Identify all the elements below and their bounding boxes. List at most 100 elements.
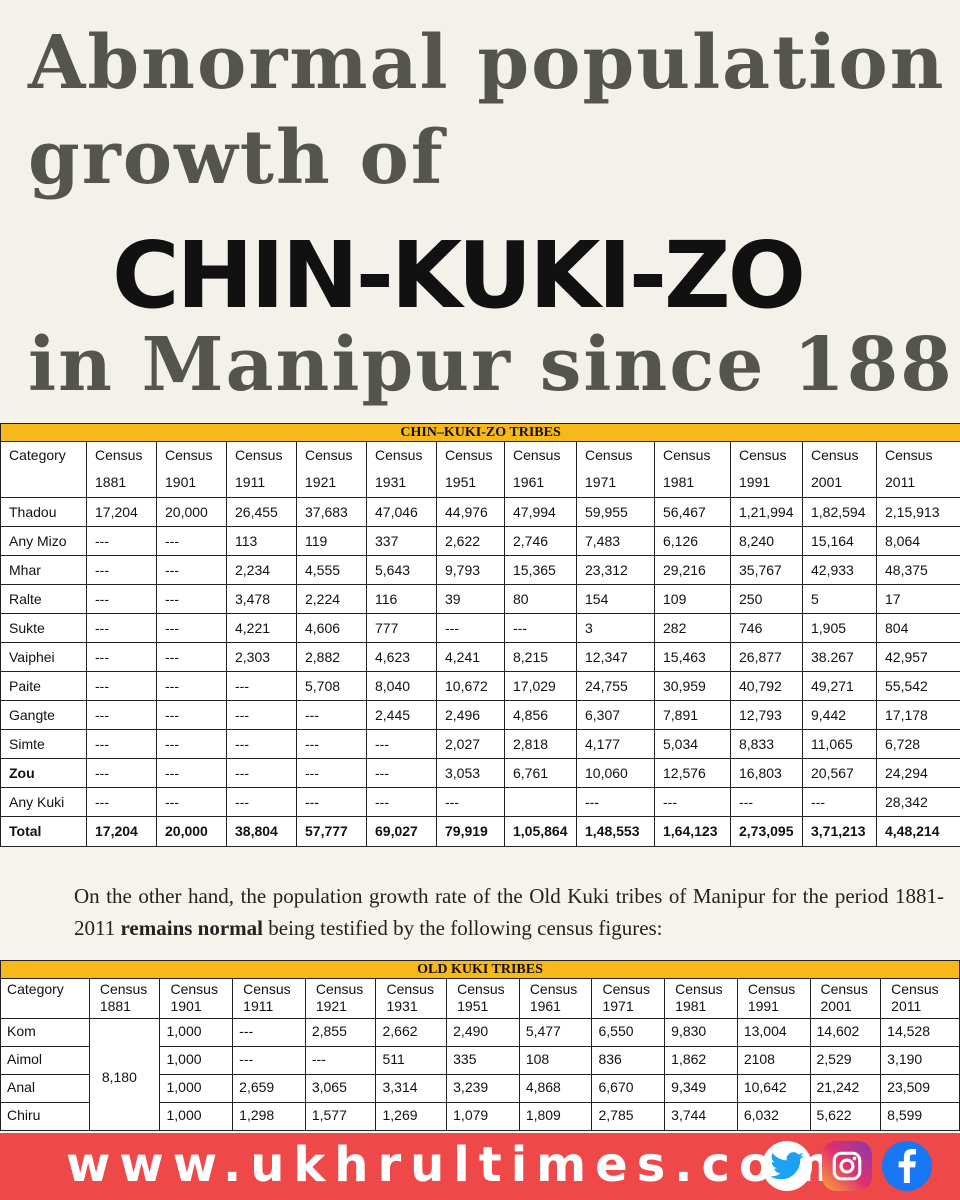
facebook-icon[interactable] [882, 1141, 932, 1191]
column-header: Census 1901 [159, 978, 234, 1019]
paragraph-text-1: On the other hand, the population growth… [74, 884, 944, 940]
row-label: Any Mizo [0, 526, 87, 556]
column-header: Category [0, 978, 90, 1019]
table-cell: --- [730, 787, 803, 817]
column-header: Census 1951 [446, 978, 520, 1019]
column-header: Census 2001 [802, 441, 877, 498]
table-cell: 26,455 [226, 497, 297, 527]
table-cell: 777 [366, 613, 437, 643]
chin-kuki-zo-table: CHIN–KUKI-ZO TRIBES Category Census 1881 Cen… [0, 423, 960, 847]
table-cell: 37,683 [296, 497, 367, 527]
column-header: Census 1971 [576, 441, 655, 498]
table-row: Thadou 17,204 20,000 26,455 37,683 47,046 44,9… [0, 497, 960, 527]
table-cell: 10,642 [736, 1074, 811, 1103]
table-cell: 3,71,213 [802, 816, 877, 847]
table-cell: --- [226, 787, 297, 817]
table-cell: 8,240 [730, 526, 803, 556]
table-cell: 42,933 [802, 555, 877, 585]
table-cell: 1,000 [159, 1102, 234, 1131]
table-cell: 5,477 [518, 1018, 593, 1047]
table-cell: 15,365 [504, 555, 577, 585]
table-cell: 119 [296, 526, 367, 556]
table-cell: 10,060 [576, 758, 655, 788]
table-cell: 2,855 [304, 1018, 377, 1047]
table-cell: 109 [654, 584, 731, 614]
table-cell: 30,959 [654, 671, 731, 701]
table-cell: 35,767 [730, 555, 803, 585]
headline-line-4: in Manipur since 1881 [28, 322, 960, 408]
table-cell: --- [156, 758, 227, 788]
table-cell: 2,746 [504, 526, 577, 556]
table-row: Gangte --- --- --- --- 2,445 2,496 4,856 6,307 7,… [0, 700, 960, 730]
table-cell: 2,445 [366, 700, 437, 730]
table-cell: 1,21,994 [730, 497, 803, 527]
column-header: Census 1971 [591, 978, 666, 1019]
table-cell: 21,242 [809, 1074, 882, 1103]
table-header-row: Category Census 1881 Census 1901 Census 1911 Ce… [0, 978, 960, 1019]
table-cell: 1,577 [304, 1102, 377, 1131]
table-cell: 3,478 [226, 584, 297, 614]
table-cell: 4,856 [504, 700, 577, 730]
table-cell: 39 [436, 584, 505, 614]
table-row: Aimol 1,000 --- --- 511 335 108 836 1,862 2108 2,5… [0, 1046, 960, 1075]
row-label: Chiru [0, 1102, 90, 1131]
table-cell: 116 [366, 584, 437, 614]
table-cell: 14,602 [809, 1018, 882, 1047]
website-url[interactable]: www.ukhrultimes.com [66, 1137, 840, 1193]
table-cell: 2,027 [436, 729, 505, 759]
table-cell: 20,000 [156, 816, 227, 847]
table-cell: --- [86, 526, 157, 556]
table-cell: 2,15,913 [875, 497, 960, 527]
table-cell: --- [86, 787, 157, 817]
table-cell: --- [86, 584, 157, 614]
table-cell: 12,793 [730, 700, 803, 730]
merged-cell-1881: 8,180 [88, 1018, 161, 1131]
row-label: Paite [0, 671, 87, 701]
table-cell: --- [226, 758, 297, 788]
table-cell: 5,708 [296, 671, 367, 701]
table-cell: 6,550 [591, 1018, 666, 1047]
table-cell: --- [156, 584, 227, 614]
row-label: Any Kuki [0, 787, 87, 817]
instagram-icon[interactable] [822, 1141, 872, 1191]
row-label: Ralte [0, 584, 87, 614]
column-header: Census 1911 [226, 441, 297, 498]
table-title: OLD KUKI TRIBES [0, 960, 960, 979]
table-cell: 5 [802, 584, 877, 614]
table-header-row: Category Census 1881 Census 1901 Census 1911 Ce… [0, 441, 960, 498]
table-cell: --- [86, 613, 157, 643]
table-row: Sukte --- --- 4,221 4,606 777 --- --- 3 282 746 1,9… [0, 613, 960, 643]
table-cell: 5,622 [809, 1102, 882, 1131]
table-cell [504, 787, 577, 817]
table-cell: 16,803 [730, 758, 803, 788]
table-row: Any Mizo --- --- 113 119 337 2,622 2,746 7,483 6,… [0, 526, 960, 556]
table-cell: 2,818 [504, 729, 577, 759]
table-cell: --- [304, 1046, 377, 1075]
table-cell: 20,000 [156, 497, 227, 527]
table-cell: 2,785 [591, 1102, 666, 1131]
table-cell: 17,204 [86, 816, 157, 847]
table-cell: --- [156, 613, 227, 643]
row-label: Thadou [0, 497, 87, 527]
table-cell: 9,793 [436, 555, 505, 585]
table-cell: 4,177 [576, 729, 655, 759]
table-cell: --- [654, 787, 731, 817]
table-cell: 108 [518, 1046, 593, 1075]
table-cell: 38,804 [226, 816, 297, 847]
table-cell: --- [226, 700, 297, 730]
table-cell: 1,298 [232, 1102, 306, 1131]
table-cell: 113 [226, 526, 297, 556]
twitter-icon[interactable] [762, 1141, 812, 1191]
table-cell: 3 [576, 613, 655, 643]
table-cell: 335 [446, 1046, 520, 1075]
table-cell: 2108 [736, 1046, 811, 1075]
table-cell: --- [156, 526, 227, 556]
table-cell: 2,224 [296, 584, 367, 614]
table-cell: 2,303 [226, 642, 297, 672]
table-cell: --- [576, 787, 655, 817]
table-cell: 44,976 [436, 497, 505, 527]
total-row: Total 17,204 20,000 38,804 57,777 69,027 79,91… [0, 816, 960, 847]
table-row: Anal 1,000 2,659 3,065 3,314 3,239 4,868 6,670 9… [0, 1074, 960, 1103]
table-cell: 2,882 [296, 642, 367, 672]
table-cell: --- [436, 787, 505, 817]
